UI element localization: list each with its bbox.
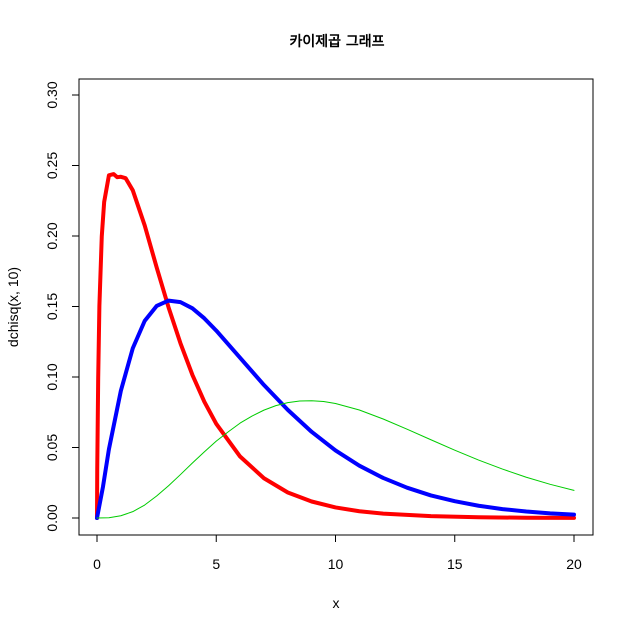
series-group (95, 172, 576, 520)
y-axis-label: dchisq(x, 10) (5, 267, 21, 347)
y-tick-label: 0.25 (44, 152, 60, 179)
x-tick-label: 5 (212, 556, 220, 572)
x-axis-label: x (333, 595, 340, 611)
x-axis: 0 5 10 15 20 (93, 534, 582, 572)
y-axis: 0.00 0.05 0.10 0.15 0.20 0.25 0.30 (44, 81, 80, 532)
y-tick-label: 0.10 (44, 363, 60, 390)
y-tick-label: 0.20 (44, 222, 60, 249)
x-tick-label: 15 (447, 556, 463, 572)
chart-title: 카이제곱 그래프 (289, 33, 384, 50)
series-line-2 (95, 298, 576, 520)
y-tick-label: 0.00 (44, 504, 60, 531)
y-tick-label: 0.15 (44, 293, 60, 320)
y-tick-label: 0.30 (44, 81, 60, 108)
x-tick-label: 10 (328, 556, 344, 572)
series-line-1 (95, 172, 576, 520)
series-line-3 (96, 400, 575, 519)
x-tick-label: 20 (566, 556, 582, 572)
x-tick-label: 0 (93, 556, 101, 572)
y-tick-label: 0.05 (44, 434, 60, 461)
